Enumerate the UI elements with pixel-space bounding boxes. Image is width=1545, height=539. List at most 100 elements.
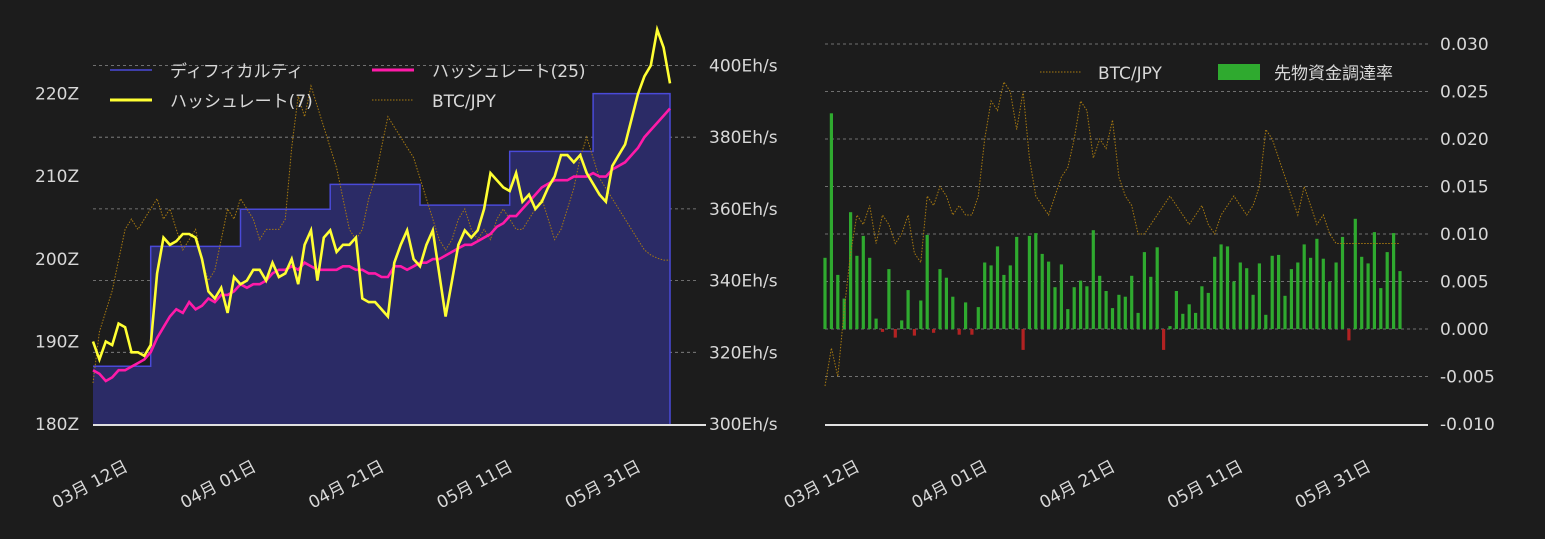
funding-bar (1130, 275, 1134, 329)
x-tick-label: 04月 01日 (909, 457, 991, 513)
funding-bar (1002, 274, 1006, 329)
y-tick: 0.015 (1440, 178, 1489, 198)
funding-bar (1034, 233, 1038, 329)
x-tick-label: 04月 21日 (306, 457, 388, 513)
funding-bar (1360, 256, 1364, 329)
funding-bar (976, 307, 980, 329)
x-tick-label: 03月 12日 (781, 457, 863, 513)
funding-bar (1059, 264, 1063, 329)
funding-bar (1142, 252, 1146, 329)
funding-bar (829, 113, 833, 329)
x-tick-label: 05月 11日 (434, 457, 516, 513)
y-tick: -0.005 (1440, 368, 1495, 388)
y-tick: 0.010 (1440, 225, 1489, 245)
funding-bar (944, 277, 948, 329)
funding-bar (1079, 280, 1083, 329)
funding-bar (995, 246, 1000, 329)
funding-bar (1194, 312, 1198, 329)
difficulty-line (93, 92, 671, 424)
funding-bar (823, 257, 827, 330)
funding-bar (1347, 329, 1351, 341)
difficulty-area (93, 93, 670, 424)
funding-bar (1392, 233, 1396, 329)
x-tick-label: 03月 12日 (49, 457, 131, 513)
funding-bar (1027, 235, 1031, 329)
funding-bar (1168, 326, 1172, 329)
y-tick-right: 400Eh/s (709, 57, 778, 77)
funding-bar (1328, 281, 1332, 329)
funding-bar (1136, 312, 1140, 329)
funding-bar (1155, 247, 1159, 329)
funding-bar (983, 262, 987, 329)
funding-bar (1277, 254, 1281, 329)
funding-bar (1398, 271, 1402, 329)
legend-label: ハッシュレート(7) (170, 92, 313, 112)
y-tick-left: 190Z (35, 332, 79, 352)
funding-bar (1200, 286, 1204, 330)
funding-bar (1270, 255, 1274, 329)
funding-bar (1206, 292, 1210, 329)
y-tick: 0.030 (1440, 35, 1489, 55)
funding-bar (1315, 238, 1319, 330)
funding-bar (1385, 252, 1389, 329)
funding-bar (1104, 291, 1108, 329)
funding-bar (1053, 287, 1057, 329)
funding-bar (842, 298, 846, 329)
left-chart: 300Eh/s 320Eh/s 340Eh/s 360Eh/s 380Eh/s 400Eh… (35, 24, 778, 513)
funding-bar (887, 269, 891, 329)
funding-bar (893, 329, 897, 338)
funding-bar (970, 329, 974, 335)
funding-bar (1353, 218, 1357, 329)
funding-bar (1340, 236, 1345, 329)
funding-bar (1219, 244, 1223, 329)
funding-bar (1225, 246, 1230, 329)
y-tick-right: 360Eh/s (709, 200, 778, 220)
funding-bar (1174, 291, 1178, 329)
funding-bar (1283, 295, 1287, 330)
funding-bar (1110, 308, 1115, 329)
funding-bar (989, 265, 993, 329)
y-tick-right: 380Eh/s (709, 128, 778, 148)
funding-bar (1334, 262, 1338, 329)
y-tick-left: 200Z (35, 250, 79, 270)
funding-bar (964, 302, 968, 329)
funding-bar (932, 329, 936, 333)
funding-bar (1257, 263, 1261, 329)
funding-bar (1181, 313, 1185, 329)
funding-bar (1213, 256, 1217, 329)
legend-label: BTC/JPY (1098, 64, 1163, 84)
funding-bar (1123, 296, 1127, 329)
funding-bar (880, 329, 885, 332)
legend-label: ディフィカルティ (170, 61, 303, 82)
funding-bar (900, 320, 904, 329)
x-tick-label: 05月 11日 (1164, 457, 1246, 513)
funding-bar (1162, 329, 1166, 350)
funding-bar (836, 274, 840, 329)
funding-bar (912, 329, 916, 336)
funding-bar (868, 257, 872, 330)
funding-bar (1321, 258, 1325, 329)
hashrate-25-line (92, 107, 671, 383)
funding-bar (874, 318, 878, 329)
funding-bar (1379, 288, 1383, 329)
funding-bar (951, 296, 955, 329)
x-tick-label: 04月 21日 (1036, 457, 1118, 513)
x-tick-label: 05月 31日 (562, 457, 644, 513)
funding-bar (1021, 329, 1025, 350)
funding-bar (1015, 236, 1019, 329)
funding-bar (938, 269, 942, 329)
x-tick-label: 04月 01日 (177, 457, 259, 513)
hashrate-7-line (91, 24, 672, 364)
funding-bar (1366, 263, 1370, 329)
y-tick-right: 300Eh/s (709, 415, 778, 435)
funding-bar (1302, 244, 1306, 329)
y-tick-right: 340Eh/s (709, 272, 778, 292)
y-tick-left: 210Z (35, 167, 79, 187)
funding-bar (1296, 262, 1300, 329)
funding-bar (1047, 261, 1051, 329)
y-tick-left: 220Z (35, 85, 79, 105)
funding-bar (1091, 230, 1095, 329)
funding-bar (1149, 276, 1153, 330)
